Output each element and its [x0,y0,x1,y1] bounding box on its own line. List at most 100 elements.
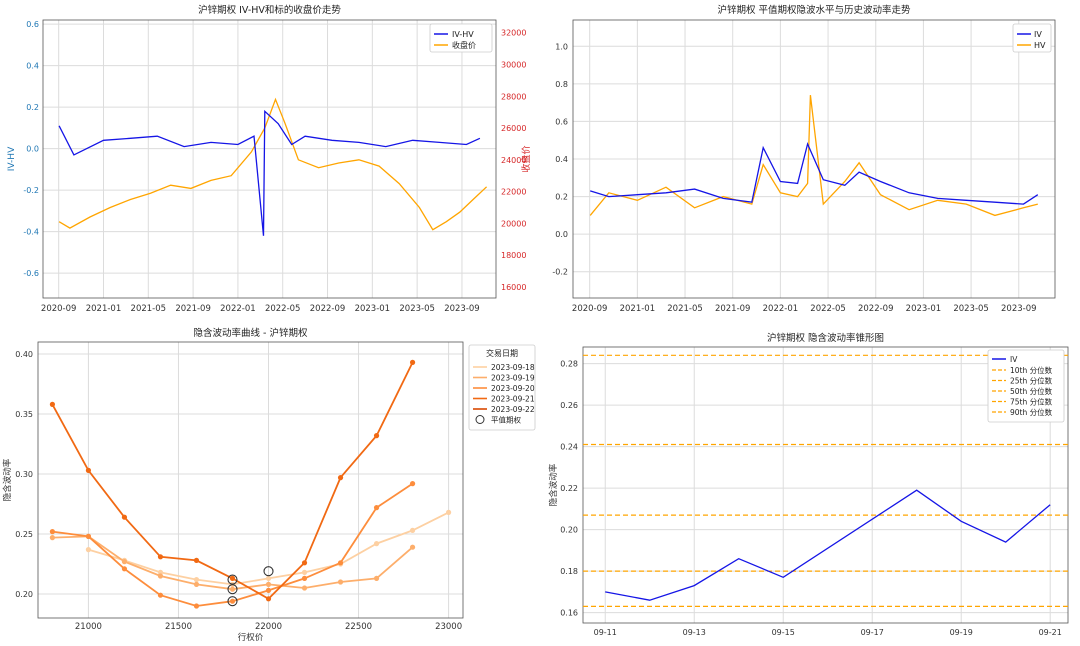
legend-label: 75th 分位数 [1010,397,1053,407]
chart-iv-cone: 09-11 09-13 09-15 09-17 09-19 09-21 0.16 0.18 0.… [548,332,1069,637]
smile-point [445,509,452,515]
y-left-label: IV-HV [7,146,17,171]
smile-point [157,569,164,576]
smile-point [85,533,92,540]
chart-title: 沪锌期权 平值期权隐波水平与历史波动率走势 [717,4,911,16]
y-left-tick-label: -0.2 [23,186,39,195]
x-tick-label: 21500 [165,622,192,632]
smile-point [301,585,308,591]
y-left-tick-label: 0.0 [26,145,39,154]
x-tick-label: 09-13 [683,628,706,637]
close-price-line [58,97,488,231]
smile-point [301,575,308,582]
hv-line [589,95,1038,217]
smile-point [157,592,164,598]
chart-iv-smile: 21000 21500 22000 22500 23000 0.20 0.25 0.30 0.3… [2,327,536,643]
y-left-tick-label: -0.6 [23,269,39,278]
y-left-tick-label: -0.4 [23,228,39,237]
x-tick-label: 2023-05 [953,304,989,314]
atm-marker [227,584,238,595]
y-tick-label: 0.20 [560,526,578,535]
smile-point [301,560,308,566]
y-tick-label: 0.22 [560,484,578,493]
chart-iv-hv-close: 2020-09 2021-01 2021-05 2021-09 2022-01 2022-… [7,4,532,314]
x-tick-label: 21000 [75,622,102,632]
x-tick-label: 2022-09 [858,304,894,314]
smile-point [193,581,200,588]
legend-label: 2023-09-20 [491,384,535,393]
y-tick-label: 0.20 [15,590,33,599]
y-right-tick-label: 32000 [501,29,526,38]
y-tick-label: 0.18 [560,567,578,576]
legend-label: 25th 分位数 [1010,376,1053,386]
y-right-tick-label: 26000 [501,124,526,133]
smile-point [373,505,380,511]
iv-line [590,142,1039,205]
y-tick-label: 0.4 [555,155,568,164]
plot-frame [37,341,464,619]
smile-point [85,547,92,553]
y-left-tick-label: 0.4 [26,62,39,71]
smile-point [337,475,344,481]
y-left-tick-label: 0.6 [26,20,39,29]
smile-point [157,573,164,579]
smile-point [373,575,380,582]
y-right-tick-label: 24000 [501,156,526,165]
smile-point [409,527,416,534]
chart-title: 隐含波动率曲线 - 沪锌期权 [194,327,308,339]
smile-point [193,603,200,609]
smile-point [337,579,344,585]
x-tick-label: 2021-09 [715,304,751,314]
y-right-tick-label: 16000 [501,283,526,292]
legend-label: 2023-09-19 [491,374,535,383]
smile-point [121,566,128,572]
x-tick-label: 2020-09 [572,304,608,314]
legend-label: HV [1034,41,1046,50]
x-tick-label: 2021-01 [620,304,656,314]
smile-point [265,581,272,588]
smile-point [373,433,380,439]
x-tick-label: 2022-09 [310,304,346,314]
legend-label: 90th 分位数 [1010,407,1053,417]
x-tick-label: 2023-05 [399,304,435,314]
plot-frame [572,19,1056,299]
smile-point [265,596,272,602]
x-tick-label: 2023-09 [444,304,480,314]
y-tick-label: 0.2 [555,193,568,202]
y-right-tick-label: 28000 [501,92,526,101]
x-tick-label: 09-17 [861,628,884,637]
legend-label: 50th 分位数 [1010,386,1053,396]
y-axis-label: 隐含波动率 [548,463,559,506]
smile-point [265,575,272,582]
legend-label: IV [1034,30,1042,39]
smile-point [121,559,128,565]
x-tick-label: 22500 [345,622,372,632]
x-tick-label: 09-21 [1039,628,1062,637]
plot-frame [582,346,1069,624]
smile-point [85,467,92,473]
x-tick-label: 2023-09 [1001,304,1037,314]
legend-label: IV-HV [452,30,474,39]
y-right-tick-label: 30000 [501,60,526,69]
iv-line [605,489,1051,601]
y-right-tick-label: 20000 [501,219,526,228]
smile-point [373,541,380,547]
y-right-label: 收盘价 [520,145,532,172]
x-tick-label: 09-15 [772,628,795,637]
x-tick-label: 2022-05 [265,304,301,314]
y-right-tick-label: 18000 [501,251,526,260]
smile-point [193,577,200,583]
smile-point [337,560,344,566]
x-tick-label: 09-11 [594,628,617,637]
y-tick-label: 0.6 [555,117,568,126]
smile-point [49,529,56,535]
y-tick-label: 0.35 [15,410,33,419]
smile-point [409,481,416,487]
atm-marker [227,574,238,585]
x-axis-label: 行权价 [238,632,264,643]
y-tick-label: 1.0 [555,42,568,51]
legend-box [987,349,1065,423]
smile-point [229,598,236,604]
y-right-tick-label: 22000 [501,188,526,197]
y-tick-label: 0.8 [555,80,568,89]
